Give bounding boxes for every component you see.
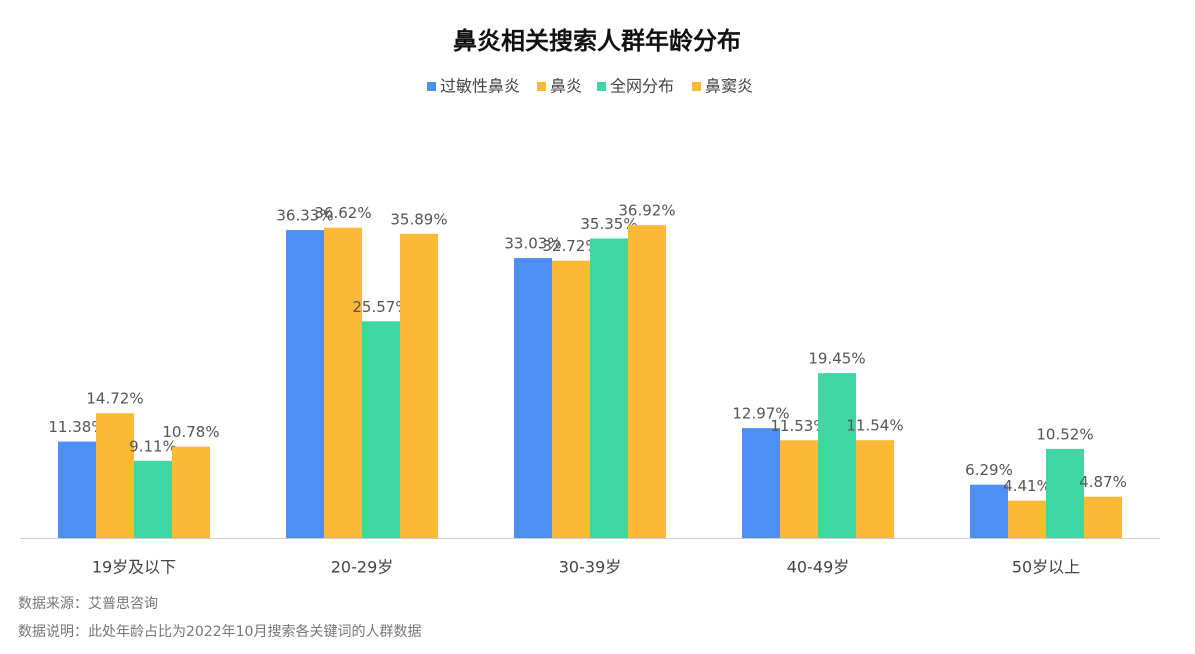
data-label: 11.54% xyxy=(846,417,903,435)
data-label: 9.11% xyxy=(129,437,177,455)
data-label: 4.41% xyxy=(1003,477,1051,495)
x-tick-label: 20-29岁 xyxy=(331,558,394,577)
data-label: 6.29% xyxy=(965,461,1013,479)
data-label: 4.87% xyxy=(1079,473,1127,491)
bar xyxy=(514,258,552,538)
bar xyxy=(970,484,1008,538)
legend-swatch xyxy=(427,82,436,91)
data-label: 36.92% xyxy=(618,202,675,220)
data-label: 10.52% xyxy=(1036,425,1093,443)
bar xyxy=(134,460,172,538)
bar xyxy=(856,440,894,538)
data-label: 11.38% xyxy=(48,418,105,436)
legend-label: 过敏性鼻炎 xyxy=(440,77,520,96)
bar xyxy=(780,440,818,538)
bar xyxy=(58,441,96,538)
bar xyxy=(1008,500,1046,538)
x-tick-label: 40-49岁 xyxy=(787,558,850,577)
data-label: 33.03% xyxy=(504,235,561,253)
bar xyxy=(818,373,856,538)
data-label: 35.89% xyxy=(390,210,447,228)
data-label: 36.33% xyxy=(276,207,333,225)
bar xyxy=(286,230,324,538)
chart-title: 鼻炎相关搜索人群年龄分布 xyxy=(453,27,741,55)
bar xyxy=(324,227,362,538)
x-tick-label: 30-39岁 xyxy=(559,558,622,577)
legend-label: 鼻炎 xyxy=(550,77,582,96)
source-note: 数据来源：艾普思咨询 xyxy=(18,596,158,612)
legend-label: 全网分布 xyxy=(610,77,674,96)
bar xyxy=(742,428,780,538)
data-note: 数据说明：此处年龄占比为2022年10月搜索各关键词的人群数据 xyxy=(18,623,421,640)
bar xyxy=(628,225,666,538)
data-label: 35.35% xyxy=(580,215,637,233)
data-label: 36.62% xyxy=(314,204,371,222)
bar xyxy=(172,446,210,538)
bar xyxy=(400,233,438,538)
data-label: 32.72% xyxy=(542,237,599,255)
legend-label: 鼻窦炎 xyxy=(705,77,753,96)
data-label: 12.97% xyxy=(732,405,789,423)
x-tick-label: 50岁以上 xyxy=(1012,558,1080,577)
x-tick-label: 19岁及以下 xyxy=(92,558,176,577)
bar xyxy=(362,321,400,538)
data-label: 14.72% xyxy=(86,390,143,408)
legend-swatch xyxy=(692,82,701,91)
bar xyxy=(1084,496,1122,538)
bar xyxy=(590,238,628,538)
bar xyxy=(1046,448,1084,538)
data-label: 19.45% xyxy=(808,350,865,368)
legend-swatch xyxy=(537,82,546,91)
data-label: 11.53% xyxy=(770,417,827,435)
bar xyxy=(96,413,134,538)
data-label: 25.57% xyxy=(352,298,409,316)
legend-swatch xyxy=(597,82,606,91)
data-label: 10.78% xyxy=(162,423,219,441)
bar xyxy=(552,260,590,538)
